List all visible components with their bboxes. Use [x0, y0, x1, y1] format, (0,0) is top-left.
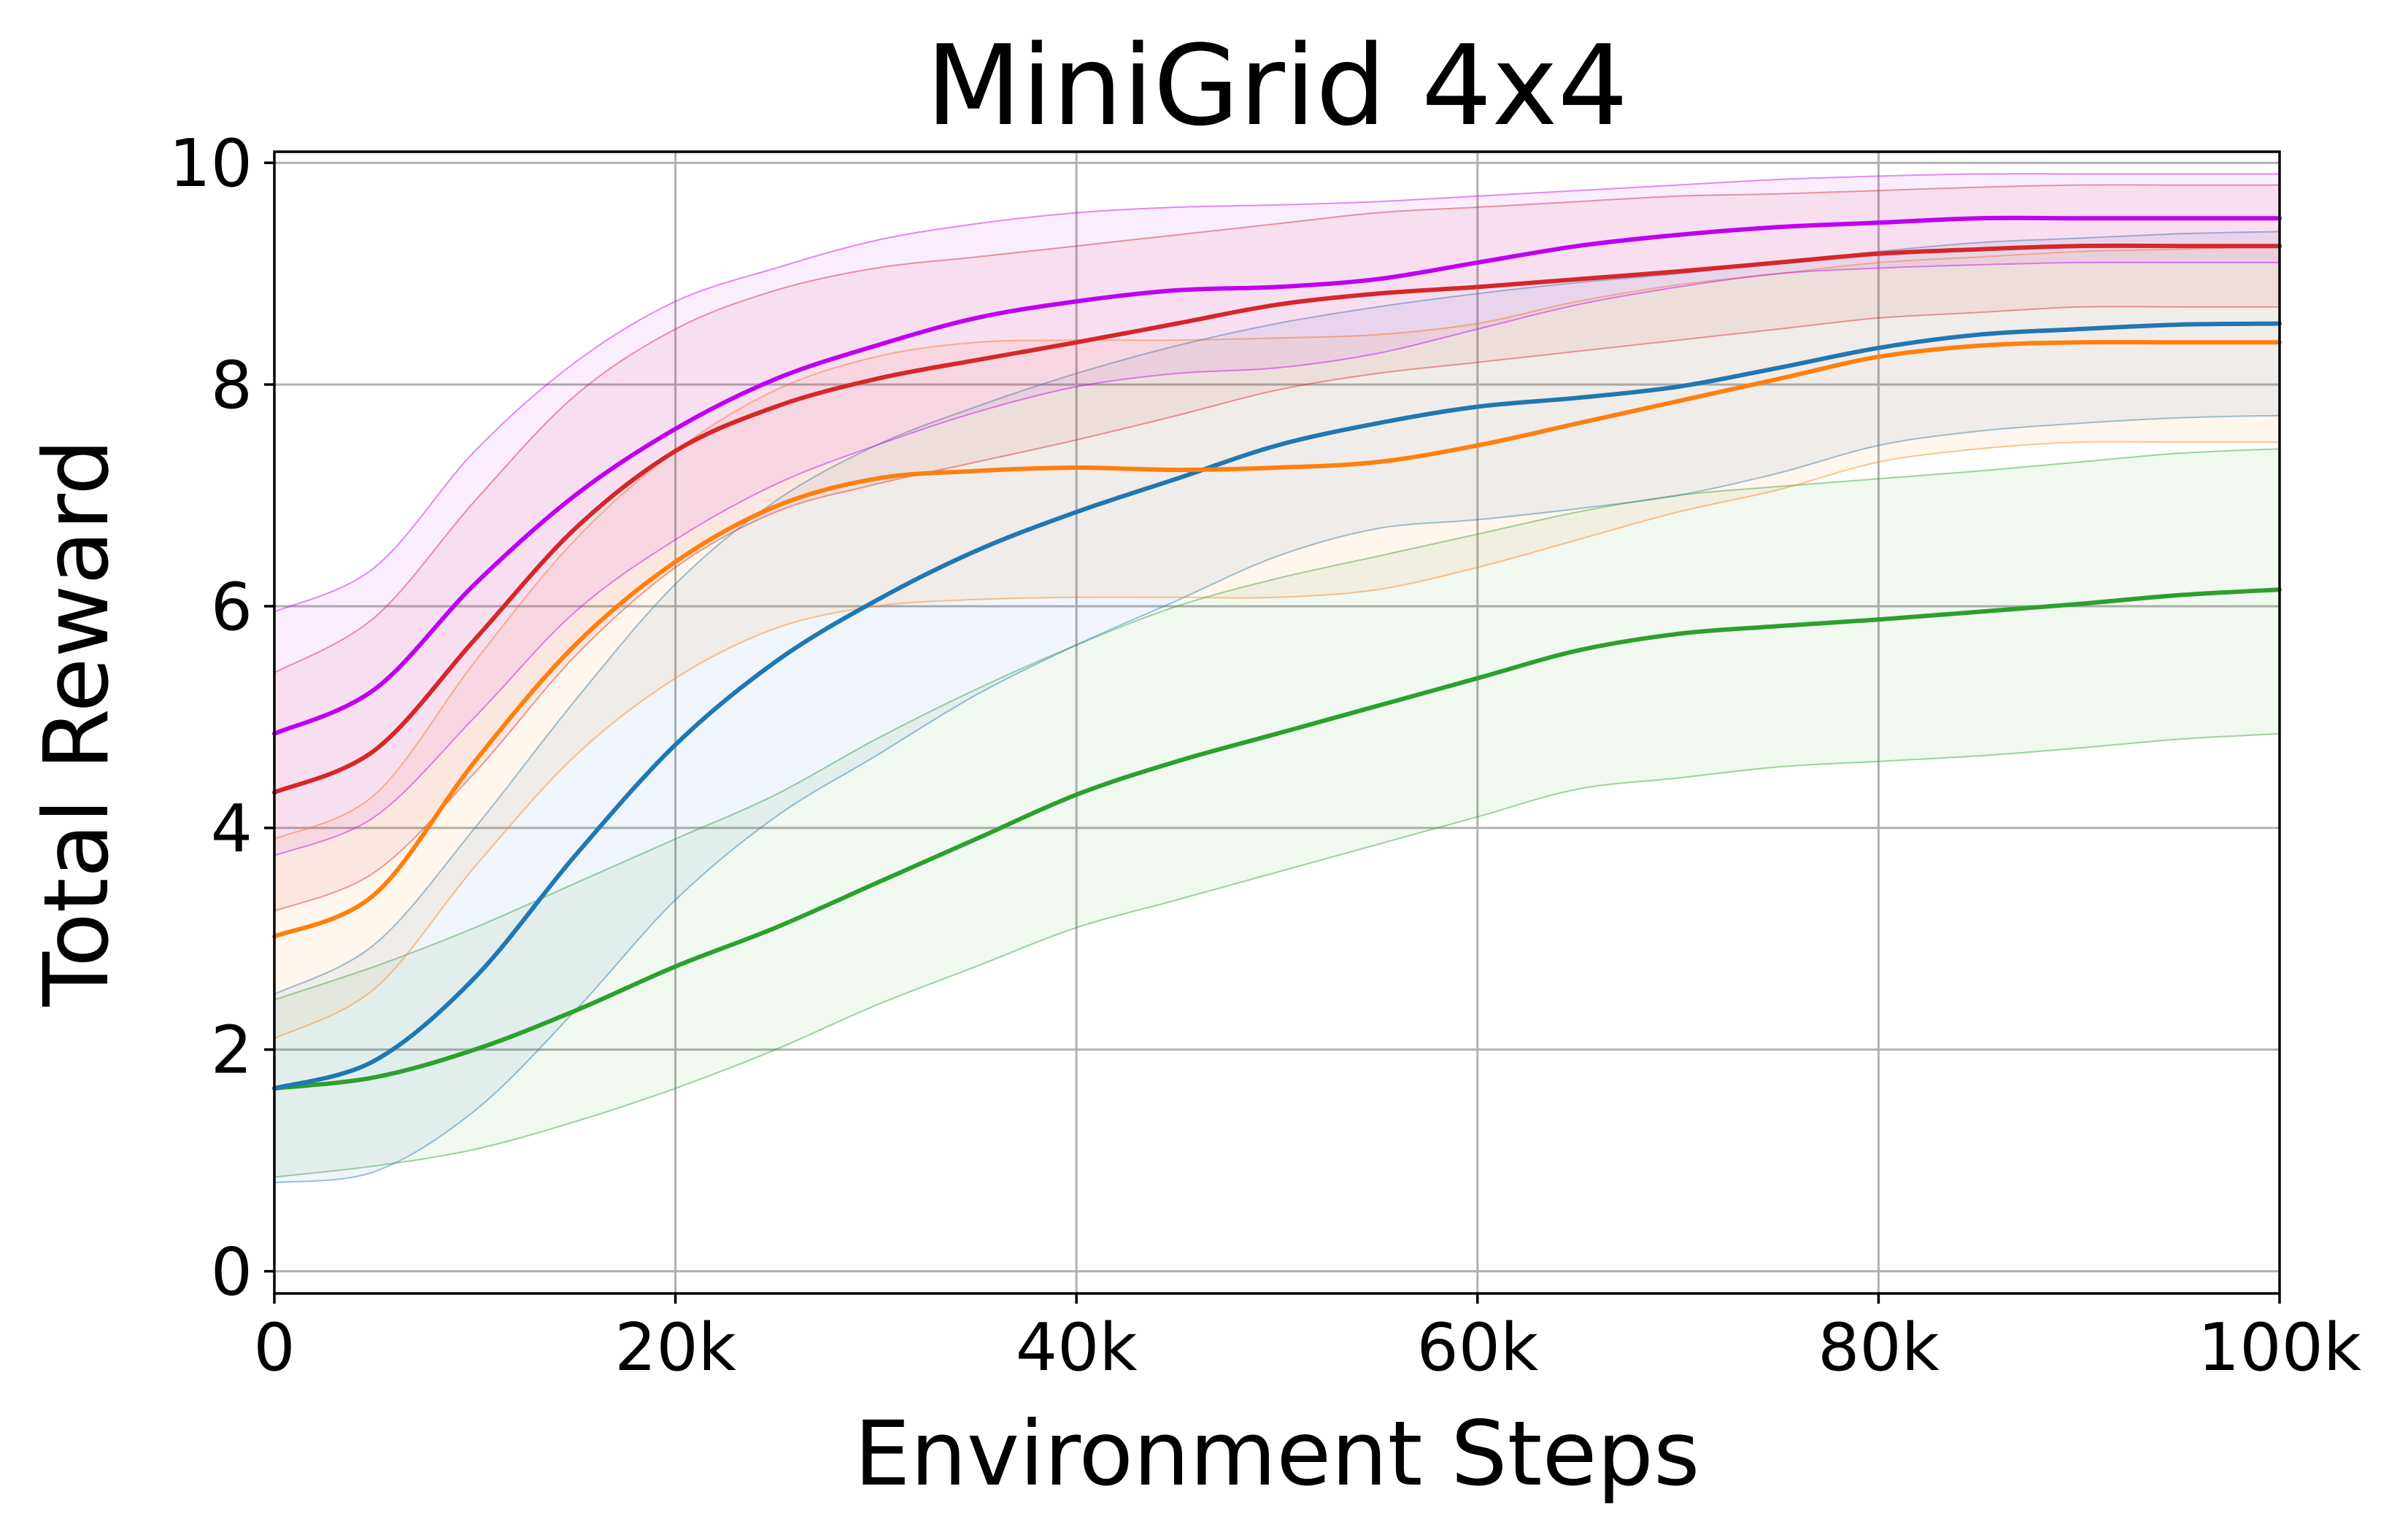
series-3-lower-edge — [274, 441, 2280, 1040]
confidence-bands — [274, 173, 2280, 1184]
axis-ticks: 0 20k 40k 60k 80k 100k 0 2 4 6 8 10 — [169, 125, 2361, 1386]
series-2-lower-edge — [274, 414, 2280, 1184]
series-5-lower-edge — [274, 261, 2280, 856]
x-tick-label: 80k — [1818, 1309, 1940, 1386]
series-3-upper-edge — [274, 245, 2280, 840]
series-5-upper-edge — [274, 173, 2280, 613]
series-2-upper-edge — [274, 231, 2280, 995]
series-4-band — [274, 185, 2280, 911]
plot-frame — [273, 150, 2281, 1295]
y-axis-title: Total Reward — [25, 438, 128, 1007]
series-4-line — [272, 243, 2282, 795]
series-4-lower-edge — [274, 306, 2280, 912]
series-1-upper-edge — [274, 448, 2280, 1001]
series-3-band — [274, 246, 2280, 1039]
x-tick-label: 60k — [1416, 1309, 1538, 1386]
series-1-line — [272, 587, 2282, 1091]
y-tick-label: 4 — [211, 791, 252, 867]
x-tick-label: 0 — [253, 1309, 295, 1386]
series-5-band — [274, 174, 2280, 856]
series-2-band — [274, 231, 2280, 1183]
y-tick-label: 10 — [169, 125, 252, 202]
y-tick-label: 8 — [211, 347, 252, 424]
mean-lines — [272, 215, 2282, 1091]
y-tick-label: 0 — [211, 1234, 252, 1311]
series-5-line — [272, 215, 2282, 736]
y-tick-label: 6 — [211, 569, 252, 646]
x-tick-label: 20k — [614, 1309, 736, 1386]
x-tick-label: 100k — [2198, 1309, 2361, 1386]
chart-title: MiniGrid 4x4 — [926, 21, 1629, 150]
series-4-upper-edge — [274, 184, 2280, 673]
x-tick-label: 40k — [1016, 1309, 1138, 1386]
series-3-line — [272, 339, 2282, 939]
x-axis-title: Environment Steps — [854, 1402, 1699, 1506]
y-tick-label: 2 — [211, 1013, 252, 1089]
series-1-band — [274, 449, 2280, 1177]
series-2-line — [272, 321, 2282, 1091]
series-1-lower-edge — [274, 732, 2280, 1178]
